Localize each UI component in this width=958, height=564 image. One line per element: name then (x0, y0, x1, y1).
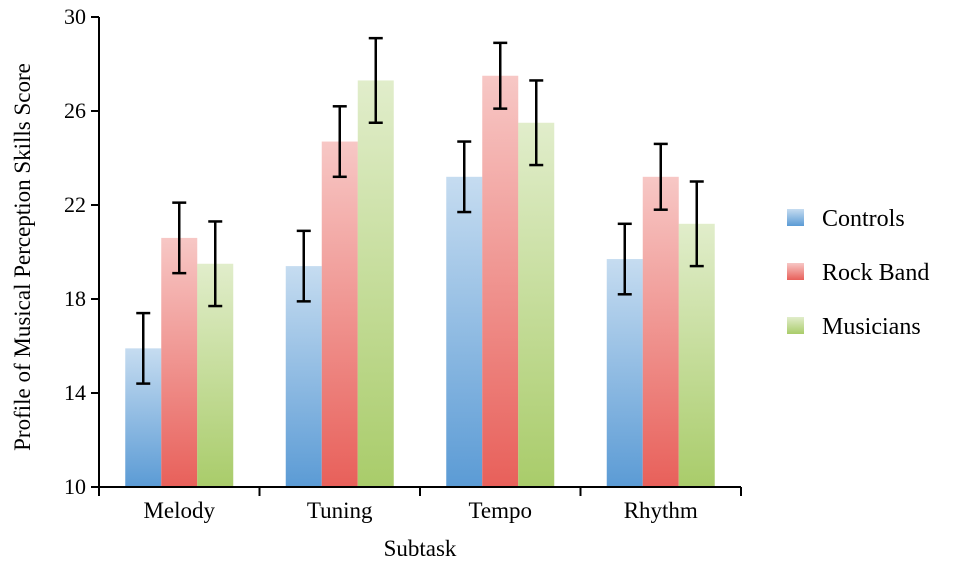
bar-musicians-tempo (518, 122, 555, 487)
legend-swatch (787, 209, 804, 226)
error-bar-controls-tempo (457, 140, 472, 214)
error-bar-musicians-tempo (529, 79, 544, 167)
x-tick-label-tempo: Tempo (468, 498, 532, 523)
bar-rock-band-tuning (321, 141, 358, 488)
error-bar-rock-band-tempo (493, 41, 508, 110)
error-bar-rock-band-melody (172, 201, 187, 275)
bar-rock-band-melody (161, 237, 198, 487)
bar-controls-rhythm (606, 259, 643, 487)
bar-musicians-rhythm (678, 223, 715, 488)
bar-musicians-tuning (357, 80, 394, 487)
error-bar-controls-rhythm (617, 222, 632, 296)
legend-swatch (787, 317, 804, 334)
legend-item-controls: Controls (787, 206, 905, 232)
y-tick-label: 26 (64, 98, 86, 123)
error-bar-musicians-tuning (368, 36, 383, 124)
legend-item-rock-band: Rock Band (787, 260, 929, 286)
bar-controls-tuning (285, 266, 322, 487)
x-tick-label-tuning: Tuning (307, 498, 373, 523)
error-bars-layer (136, 36, 704, 385)
y-tick-label: 30 (64, 4, 86, 29)
bar-controls-tempo (446, 176, 483, 488)
legend-label: Musicians (822, 314, 921, 340)
bar-rock-band-rhythm (642, 176, 679, 488)
error-bar-rock-band-rhythm (653, 142, 668, 211)
legend-label: Rock Band (822, 260, 929, 286)
legend-label: Controls (822, 206, 905, 232)
bar-rock-band-tempo (482, 75, 519, 487)
y-tick-label: 10 (64, 474, 86, 499)
y-axis-title: Profile of Musical Perception Skills Sco… (10, 63, 35, 451)
y-tick-label: 22 (64, 192, 86, 217)
error-bar-rock-band-tuning (332, 105, 347, 179)
x-axis-title: Subtask (384, 536, 457, 561)
legend: Controls Rock Band Musicians (787, 206, 929, 340)
y-tick-label: 18 (64, 286, 86, 311)
axes-layer: Melody Tuning Tempo Rhythm 10 14 18 22 26 30 (64, 4, 742, 523)
bars-layer (125, 75, 715, 488)
error-bar-musicians-melody (208, 220, 223, 308)
x-tick-label-melody: Melody (143, 498, 215, 523)
legend-swatch (787, 263, 804, 280)
error-bar-controls-melody (136, 311, 151, 385)
error-bar-musicians-rhythm (689, 180, 704, 268)
x-tick-label-rhythm: Rhythm (624, 498, 698, 523)
error-bar-controls-tuning (296, 229, 311, 303)
legend-item-musicians: Musicians (787, 314, 921, 340)
y-tick-label: 14 (64, 380, 86, 405)
